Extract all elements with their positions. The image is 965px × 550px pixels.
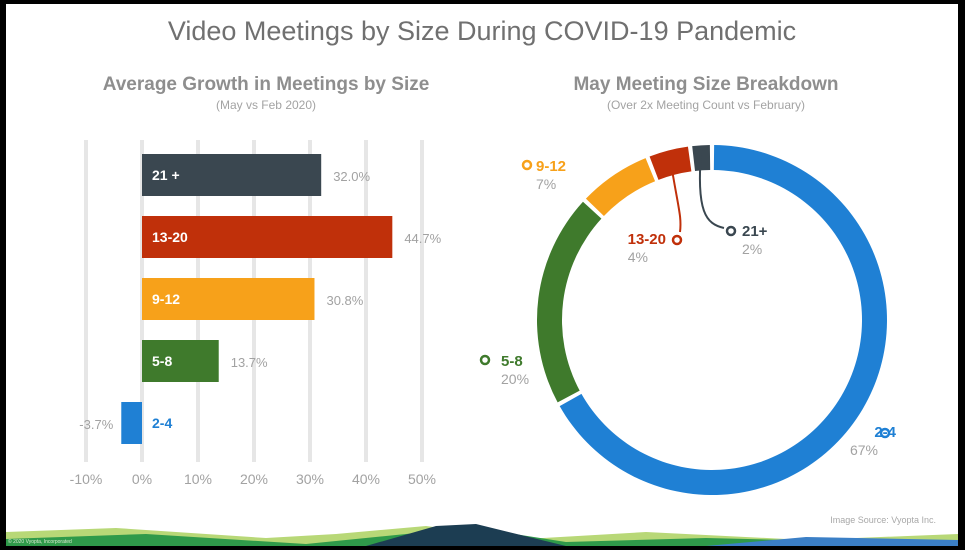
- bar-value-label: 44.7%: [404, 231, 441, 246]
- slice-category-label: 5-8: [501, 353, 523, 370]
- image-source: Image Source: Vyopta Inc.: [830, 515, 936, 525]
- copyright-note: © 2020 Vyopta, Incorporated: [8, 539, 72, 545]
- x-tick-label: 20%: [240, 471, 268, 487]
- slice-value-label: 7%: [536, 176, 556, 192]
- donut-slice: [649, 146, 692, 180]
- bar-value-label: -3.7%: [79, 417, 113, 432]
- slice-value-label: 20%: [501, 371, 529, 387]
- bar-chart-title: Average Growth in Meetings by Size: [102, 74, 430, 95]
- main-title: Video Meetings by Size During COVID-19 P…: [167, 16, 797, 46]
- bar: [121, 402, 142, 444]
- slice-value-label: 2%: [742, 241, 762, 257]
- bar-value-label: 13.7%: [231, 355, 268, 370]
- slice-category-label: 2-4: [874, 424, 896, 441]
- donut-chart-title: May Meeting Size Breakdown: [573, 74, 839, 95]
- x-tick-label: 40%: [352, 471, 380, 487]
- bar-category-label: 5-8: [152, 353, 172, 369]
- donut-chart-subtitle: (Over 2x Meeting Count vs February): [606, 98, 806, 112]
- bar-category-label: 2-4: [152, 415, 172, 431]
- slice-value-label: 67%: [850, 442, 878, 458]
- donut-slice: [692, 145, 711, 171]
- x-tick-label: 10%: [184, 471, 212, 487]
- bar-category-label: 9-12: [152, 291, 180, 307]
- bar-category-label: 13-20: [152, 229, 188, 245]
- label-marker: [879, 427, 891, 439]
- donut-slice: [536, 201, 602, 403]
- x-tick-label: 30%: [296, 471, 324, 487]
- slice-category-label: 21+: [742, 223, 768, 240]
- label-marker: [521, 159, 533, 171]
- bar-chart-subtitle: (May vs Feb 2020): [215, 98, 317, 112]
- bar: [142, 216, 393, 258]
- bar-value-label: 30.8%: [326, 293, 363, 308]
- slice-category-label: 9-12: [536, 158, 566, 175]
- bar-category-label: 21 +: [152, 167, 180, 183]
- slide: Video Meetings by Size During COVID-19 P…: [6, 4, 958, 546]
- label-marker: [671, 234, 683, 246]
- leader-line: [668, 154, 682, 233]
- slice-category-label: 13-20: [628, 231, 666, 248]
- donut-slice: [559, 145, 887, 495]
- x-tick-label: 50%: [408, 471, 436, 487]
- label-marker: [479, 354, 491, 366]
- bar: [142, 340, 219, 382]
- x-tick-label: -10%: [70, 471, 103, 487]
- label-marker: [725, 225, 737, 237]
- bar-value-label: 32.0%: [333, 169, 370, 184]
- bar: [142, 154, 322, 196]
- leader-line: [698, 149, 725, 229]
- slice-value-label: 4%: [628, 249, 648, 265]
- bar: [142, 278, 315, 320]
- x-tick-label: 0%: [132, 471, 152, 487]
- donut-slice: [585, 158, 656, 216]
